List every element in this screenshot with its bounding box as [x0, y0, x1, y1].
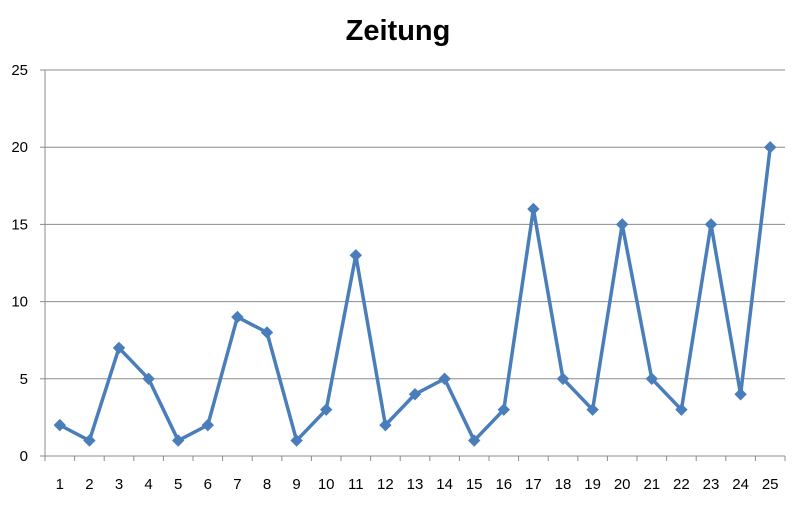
data-point-8 — [260, 326, 274, 339]
data-point-6 — [201, 418, 215, 432]
x-tick-label: 12 — [377, 476, 394, 493]
x-tick-label: 17 — [525, 476, 542, 493]
x-axis: 1 2 3 4 5 6 7 8 9 10 11 12 13 14 15 16 17 18 19 20 21 22 23 24 2… — [44, 455, 786, 493]
x-tick-label: 8 — [263, 476, 271, 493]
x-tick-label: 10 — [318, 476, 335, 493]
x-tick-label: 15 — [466, 476, 483, 493]
x-tick-label: 14 — [436, 476, 453, 493]
y-tick-label: 15 — [11, 216, 28, 233]
x-tick-label: 25 — [762, 476, 779, 493]
data-point-21 — [645, 372, 659, 386]
data-point-19 — [586, 403, 599, 416]
x-tick-label: 13 — [407, 476, 424, 493]
x-tick-label: 24 — [732, 476, 749, 493]
x-tick-label: 23 — [703, 476, 720, 493]
data-point-22 — [675, 403, 688, 416]
x-tick-label: 22 — [673, 476, 690, 493]
data-point-13 — [408, 388, 422, 401]
series-layer — [53, 140, 777, 447]
x-tick-label: 11 — [348, 476, 364, 493]
y-tick-label: 5 — [20, 371, 28, 388]
data-point-24 — [734, 388, 747, 401]
x-tick-label: 20 — [614, 476, 631, 493]
data-point-20 — [615, 218, 629, 231]
data-point-9 — [290, 434, 303, 447]
gridlines — [45, 69, 785, 380]
y-tick-label: 20 — [11, 139, 28, 156]
x-tick-label: 18 — [555, 476, 572, 493]
x-tick-label: 4 — [144, 476, 152, 493]
x-tick-label: 19 — [584, 476, 601, 493]
x-tick-label: 2 — [85, 476, 93, 493]
data-point-10 — [319, 403, 333, 416]
chart-title: Zeitung — [346, 15, 451, 47]
x-tick-label: 5 — [174, 476, 182, 493]
data-point-4 — [142, 372, 155, 386]
x-tick-label: 1 — [56, 476, 64, 493]
x-tick-label: 3 — [115, 476, 123, 493]
x-tick-label: 21 — [643, 476, 660, 493]
data-point-2 — [83, 434, 96, 447]
data-point-25 — [763, 140, 777, 154]
data-point-17 — [527, 202, 540, 216]
y-tick-label: 10 — [11, 294, 28, 311]
data-point-3 — [112, 341, 126, 355]
x-tick-label: 7 — [233, 476, 241, 493]
y-tick-label: 0 — [20, 448, 28, 465]
data-point-11 — [349, 249, 363, 262]
x-tick-label: 16 — [495, 476, 512, 493]
data-point-18 — [556, 372, 570, 386]
data-point-7 — [231, 310, 244, 324]
x-tick-label: 9 — [292, 476, 300, 493]
data-point-14 — [438, 372, 451, 386]
data-point-12 — [379, 418, 392, 432]
data-point-23 — [704, 218, 718, 231]
y-axis: 0 5 10 15 20 25 — [11, 62, 46, 465]
data-point-16 — [497, 403, 511, 416]
y-tick-label: 25 — [11, 62, 28, 79]
data-point-1 — [53, 418, 67, 432]
data-point-5 — [171, 434, 185, 447]
data-point-15 — [467, 434, 481, 447]
x-tick-label: 6 — [204, 476, 212, 493]
